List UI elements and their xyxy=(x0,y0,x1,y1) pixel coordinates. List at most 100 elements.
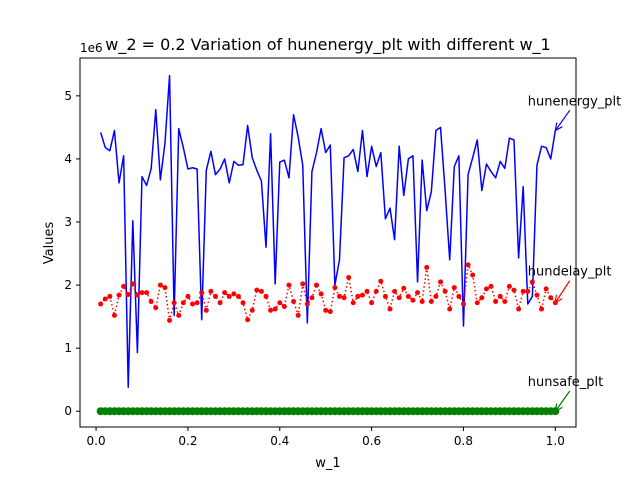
hunenergy_plt-line xyxy=(99,74,557,389)
hundelay_plt-point xyxy=(125,292,131,298)
annotation-label: hunenergy_plt xyxy=(528,94,621,109)
hundelay_plt-point xyxy=(281,304,287,310)
hundelay_plt-point xyxy=(470,272,476,278)
hundelay_plt-point xyxy=(130,281,136,287)
hundelay_plt-point xyxy=(134,292,140,298)
hundelay_plt-point xyxy=(176,312,182,318)
x-axis-ticks: 0.0 0.2 0.4 0.6 0.8 1.0 xyxy=(87,427,565,448)
axes-frame xyxy=(79,57,577,428)
annotation-arrow-shaft xyxy=(554,109,571,131)
y-tick-label: 5 xyxy=(64,89,72,103)
hundelay_plt-point xyxy=(102,296,108,302)
hundelay_plt-point xyxy=(410,297,416,303)
hundelay_plt-point xyxy=(401,285,407,291)
hundelay_plt-point xyxy=(465,262,471,268)
hundelay_plt-point xyxy=(148,298,154,304)
hundelay_plt-point xyxy=(162,285,168,291)
hundelay_plt-point xyxy=(419,298,425,304)
x-tick-label: 0.2 xyxy=(178,434,197,448)
hundelay_plt-point xyxy=(139,290,145,296)
x-tick-label: 0.0 xyxy=(87,434,106,448)
annotation-arrow-shaft xyxy=(554,390,571,412)
hundelay_plt-point xyxy=(355,293,361,299)
annotation-arrow-shaft xyxy=(554,280,571,304)
hundelay_plt-point xyxy=(314,282,320,288)
hundelay_plt-point xyxy=(382,293,388,299)
hundelay_plt-point xyxy=(378,278,384,284)
y-tick-label: 4 xyxy=(64,152,72,166)
hundelay_plt-point xyxy=(240,300,246,306)
chart-title: w_2 = 0.2 Variation of hunenergy_plt wit… xyxy=(105,35,550,55)
hundelay_plt-point xyxy=(456,293,462,299)
hundelay_plt-point xyxy=(199,290,205,296)
hundelay_plt-point xyxy=(548,295,554,301)
hundelay_plt-point xyxy=(268,307,274,313)
hundelay_plt-point xyxy=(405,293,411,299)
annotation-arrow-head xyxy=(554,122,563,132)
hundelay_plt-point xyxy=(111,312,117,318)
hundelay_plt-point xyxy=(231,291,237,297)
hundelay_plt-point xyxy=(116,292,122,298)
plot-area xyxy=(79,57,577,428)
hundelay_plt-point xyxy=(98,301,104,307)
hundelay_plt-point xyxy=(263,293,269,299)
y-axis-scale-label: 1e6 xyxy=(80,41,103,55)
hundelay_plt-point xyxy=(415,290,421,296)
hundelay_plt-point xyxy=(392,288,398,294)
hundelay_plt-point xyxy=(217,300,223,306)
hundelay_plt-point xyxy=(543,286,549,292)
hundelay_plt-point xyxy=(424,264,430,270)
hundelay_plt-point xyxy=(323,307,329,313)
y-tick-label: 1 xyxy=(64,341,72,355)
hundelay_plt-point xyxy=(185,293,191,299)
x-tick-label: 1.0 xyxy=(546,434,565,448)
hundelay_plt-point xyxy=(245,317,251,323)
hundelay_plt-point xyxy=(433,293,439,299)
hundelay_plt-point xyxy=(483,286,489,292)
hundelay_plt-point xyxy=(341,295,347,301)
annotation-arrow-head xyxy=(554,294,563,304)
hundelay_plt-point xyxy=(304,301,310,307)
hundelay_plt-point xyxy=(171,300,177,306)
series-layer xyxy=(96,74,560,416)
x-tick-label: 0.6 xyxy=(362,434,381,448)
hundelay_plt-point xyxy=(249,307,255,313)
hundelay_plt-point xyxy=(442,288,448,294)
hundelay_plt-point xyxy=(212,293,218,299)
y-tick-label: 3 xyxy=(64,215,72,229)
hundelay_plt-point xyxy=(300,281,306,287)
x-axis-label: w_1 xyxy=(315,456,340,471)
hundelay_plt-point xyxy=(258,288,264,294)
hundelay_plt-point xyxy=(235,293,241,299)
hundelay_plt-point xyxy=(511,287,517,293)
hundelay_plt-point xyxy=(428,298,434,304)
annotation-arrow-head xyxy=(554,403,563,413)
hundelay_plt-point xyxy=(107,293,113,299)
hundelay_plt-point xyxy=(222,290,228,296)
hundelay_plt-point xyxy=(309,295,315,301)
hundelay_plt-point xyxy=(387,306,393,312)
hundelay_plt-point xyxy=(318,291,324,297)
hundelay_plt-point xyxy=(534,292,540,298)
hundelay_plt-point xyxy=(203,307,209,313)
hundelay_plt-point xyxy=(226,293,232,299)
hundelay_plt-point xyxy=(190,301,196,307)
hundelay_plt-point xyxy=(364,288,370,294)
annotation-layer: hunenergy_plt hundelay_plt hunsafe_plt xyxy=(528,94,621,413)
hundelay_plt-point xyxy=(254,287,260,293)
hundelay_plt-point xyxy=(525,288,531,294)
hundelay_plt-point xyxy=(373,288,379,294)
hundelay_plt-point xyxy=(460,301,466,307)
hundelay_plt-point xyxy=(451,285,457,291)
hundelay_plt-point xyxy=(346,275,352,281)
hundelay_plt-point xyxy=(488,283,494,289)
hundelay_plt-point xyxy=(286,282,292,288)
hundelay_plt-point xyxy=(208,288,214,294)
annotation-label: hundelay_plt xyxy=(528,265,612,280)
hundelay_plt-point xyxy=(153,305,159,311)
hundelay_plt-point xyxy=(277,300,283,306)
hundelay_plt-point xyxy=(369,300,375,306)
hundelay_plt-point xyxy=(539,306,545,312)
